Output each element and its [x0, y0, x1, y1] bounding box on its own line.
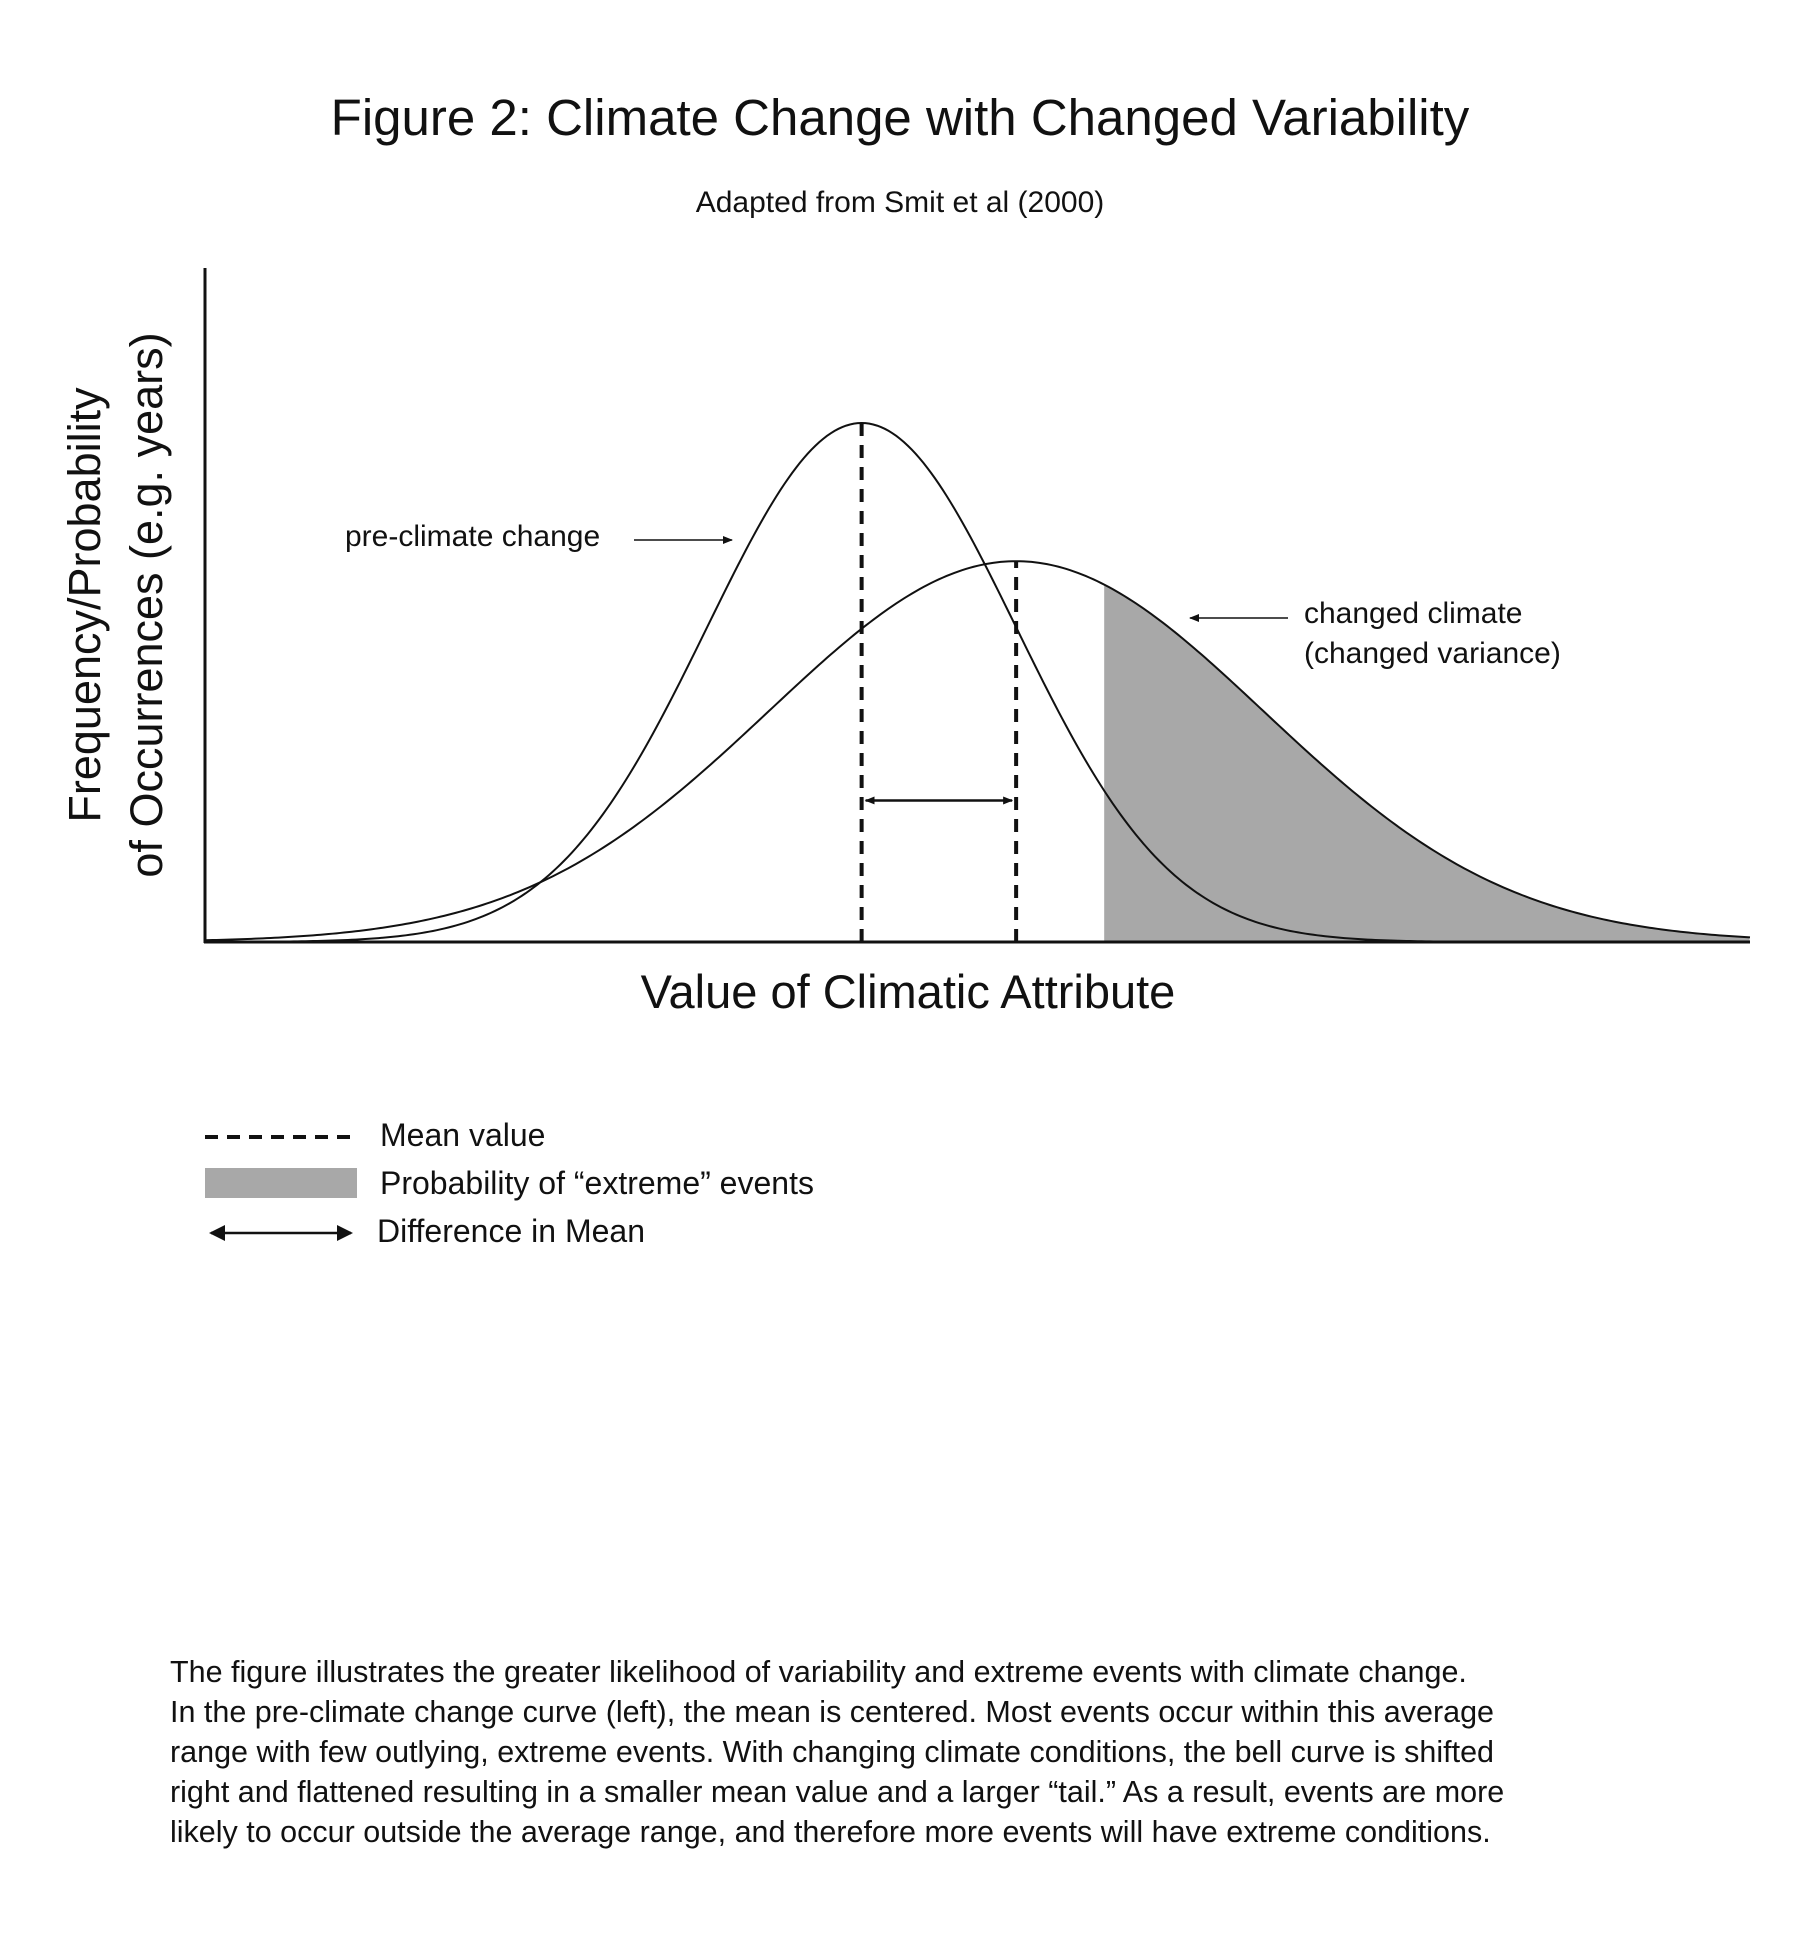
caption-line: range with few outlying, extreme events.… — [170, 1735, 1495, 1769]
legend-label-mean-value: Mean value — [380, 1117, 546, 1153]
changed-climate-annotation-line-1: changed climate — [1304, 597, 1522, 630]
chart: Value of Climatic Attribute Frequency/Pr… — [59, 268, 1751, 1018]
y-axis-label-line-2: of Occurrences (e.g. years) — [121, 332, 172, 877]
y-axis-label-line-1: Frequency/Probability — [59, 387, 110, 823]
figure-title: Figure 2: Climate Change with Changed Va… — [330, 89, 1470, 146]
caption-line: right and flattened resulting in a small… — [170, 1775, 1505, 1809]
changed-climate-annotation-line-2: (changed variance) — [1304, 637, 1561, 670]
figure-caption: The figure illustrates the greater likel… — [170, 1652, 1670, 1852]
caption-line: In the pre-climate change curve (left), … — [170, 1695, 1494, 1729]
dashed-line-symbol — [205, 1135, 357, 1139]
gray-box-symbol — [205, 1168, 357, 1198]
double-arrow-symbol — [209, 1225, 353, 1241]
extreme-events-area — [1104, 584, 1750, 942]
pre-climate-change-curve — [204, 422, 1750, 943]
caption-line: likely to occur outside the average rang… — [170, 1815, 1491, 1849]
figure-subtitle: Adapted from Smit et al (2000) — [695, 186, 1105, 219]
legend-label-difference-in-mean: Difference in Mean — [377, 1213, 645, 1249]
pre-climate-change-annotation: pre-climate change — [345, 520, 600, 553]
changed-climate-curve — [204, 560, 1751, 942]
caption-line: The figure illustrates the greater likel… — [170, 1655, 1467, 1689]
legend-label-extreme-events: Probability of “extreme” events — [380, 1165, 814, 1201]
x-axis-label: Value of Climatic Attribute — [641, 965, 1176, 1018]
